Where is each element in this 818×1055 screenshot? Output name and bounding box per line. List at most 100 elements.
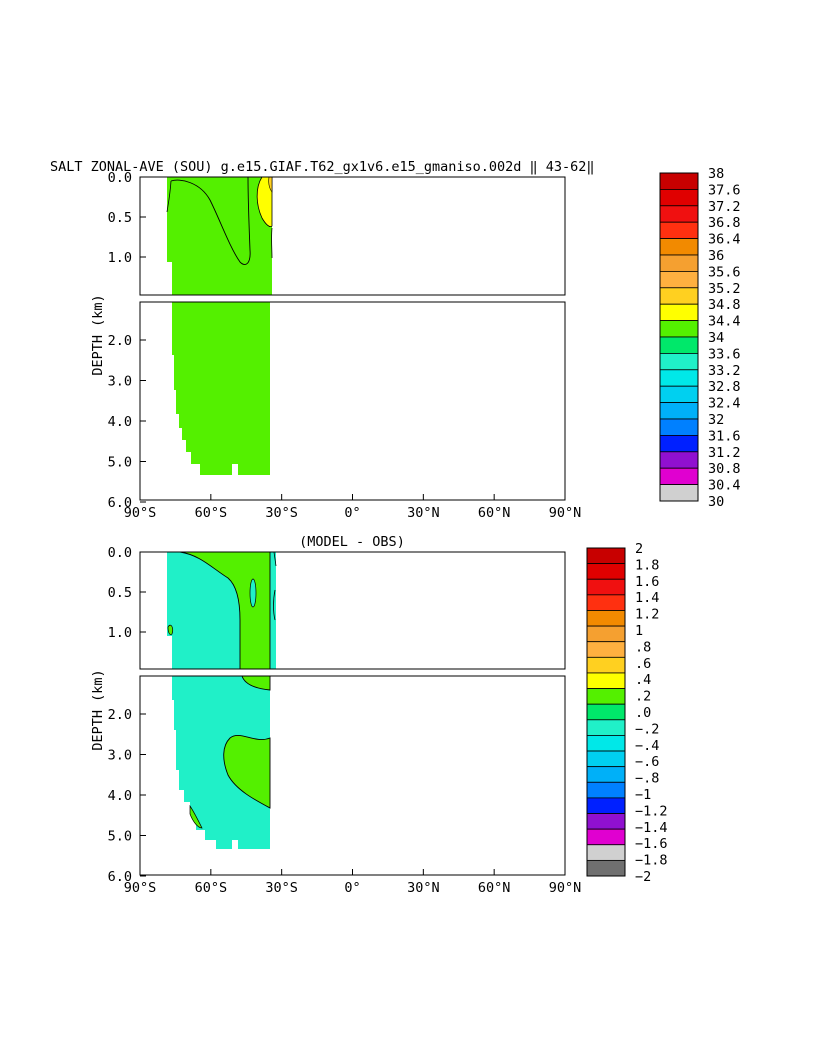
salt-colorbar-swatch [659, 484, 699, 502]
salt-colorbar-label: 34.4 [708, 314, 741, 330]
salt-colorbar-swatch [659, 352, 699, 371]
diff-colorbar-swatch [586, 563, 626, 580]
salt-field-upper [167, 177, 272, 295]
diff-ytick-label: 0.0 [108, 545, 132, 561]
salt-colorbar-swatch [659, 221, 699, 239]
salt-y-ticks: 0.0 0.5 1.0 2.0 3.0 4.0 5.0 6.0 [108, 170, 146, 511]
salt-colorbar-swatch [659, 402, 699, 420]
diff-ytick-label: 2.0 [108, 707, 132, 723]
salt-colorbar-swatch [659, 270, 699, 289]
salt-xtick-label: 30°S [265, 505, 298, 521]
diff-colorbar-label: .2 [635, 689, 651, 705]
diff-colorbar-label: −.2 [635, 721, 659, 737]
salt-colorbar-label: 31.6 [708, 428, 741, 444]
diff-xtick-label: 60°S [195, 880, 228, 896]
salt-ytick-label: 6.0 [108, 495, 132, 511]
diff-contour-top [273, 551, 277, 567]
salt-ytick-label: 0.0 [108, 170, 132, 186]
salt-max-core [268, 176, 273, 193]
salt-colorbar-label: 31.2 [708, 445, 741, 461]
salt-colorbar-swatch [659, 238, 699, 256]
diff-ytick-label: 5.0 [108, 829, 132, 845]
diff-colorbar-swatch [586, 719, 626, 736]
salt-xtick-label: 0° [344, 505, 360, 521]
diff-colorbar-swatch [586, 766, 626, 783]
salt-xtick-label: 30°N [407, 505, 440, 521]
diff-xtick-label: 90°N [549, 880, 582, 896]
diff-positive-mid [223, 735, 271, 809]
diff-colorbar-swatch [586, 656, 626, 674]
salt-contour-edge [166, 180, 172, 213]
salt-colorbar-swatch [659, 172, 699, 190]
salt-colorbar-label: 30.4 [708, 478, 741, 494]
diff-ytick-label: 6.0 [108, 869, 132, 885]
salt-colorbar-label: 37.6 [708, 182, 741, 198]
diff-field [167, 551, 277, 849]
diff-ytick-label: 3.0 [108, 748, 132, 764]
diff-contour-east [273, 589, 276, 621]
salt-colorbar-label: 36 [708, 248, 724, 264]
salt-x-ticks: 90°S 60°S 30°S 0° 30°N 60°N 90°N [124, 494, 582, 521]
diff-colorbar-label: −1.6 [635, 836, 668, 852]
salt-xtick-label: 90°S [124, 505, 157, 521]
salt-colorbar-label: 36.4 [708, 232, 741, 248]
salt-field [166, 176, 273, 475]
diff-colorbar-label: 1 [635, 623, 643, 639]
diff-xtick-label: 90°S [124, 880, 157, 896]
diff-xtick-label: 30°N [407, 880, 440, 896]
salt-colorbar-label: 30 [708, 494, 724, 510]
salt-colorbar-swatch [659, 467, 699, 486]
diff-positive-strip [241, 675, 271, 691]
salt-ytick-label: 5.0 [108, 455, 132, 471]
salt-colorbar-label: 32.4 [708, 396, 741, 412]
diff-colorbar-label: −.4 [635, 738, 659, 754]
diff-colorbar-label: −.8 [635, 771, 659, 787]
salt-xtick-label: 60°S [195, 505, 228, 521]
diff-colorbar-label: −1.2 [635, 803, 668, 819]
salt-colorbar-swatch [659, 385, 699, 404]
diff-blob-south [189, 804, 203, 829]
salt-colorbar-label: 38 [708, 166, 724, 182]
salt-colorbar-swatch [659, 418, 699, 436]
diff-colorbar: 21.81.61.41.21.8.6.4.2.0−.2−.4−.6−.8−1−1… [586, 541, 668, 885]
salt-axes-upper [139, 176, 566, 296]
salt-colorbar-label: 33.6 [708, 346, 741, 362]
diff-colorbar-label: −1.8 [635, 853, 668, 869]
salt-ytick-label: 4.0 [108, 414, 132, 430]
salt-colorbar-swatch [659, 336, 699, 354]
diff-colorbar-label: −1 [635, 787, 651, 803]
salt-colorbar-label: 35.2 [708, 281, 741, 297]
salt-colorbar-label: 36.8 [708, 215, 741, 231]
diff-colorbar-swatch [586, 625, 626, 643]
diff-colorbar-swatch [586, 547, 626, 565]
diff-axes-upper [139, 551, 566, 670]
diff-ytick-label: 0.5 [108, 585, 132, 601]
salt-colorbar-swatch [659, 254, 699, 272]
diff-x-ticks: 90°S 60°S 30°S 0° 30°N 60°N 90°N [124, 869, 582, 896]
diff-colorbar-swatch [586, 641, 626, 658]
salt-colorbar-swatch [659, 369, 699, 387]
diff-ytick-label: 1.0 [108, 625, 132, 641]
diff-positive-upper [179, 551, 271, 670]
diff-ytick-label: 4.0 [108, 788, 132, 804]
diff-colorbar-label: −1.4 [635, 820, 668, 836]
salt-ylabel: DEPTH (km) [90, 294, 106, 375]
salt-colorbar-label: 34 [708, 330, 724, 346]
salt-colorbar-label: 34.8 [708, 297, 741, 313]
salt-colorbar: 3837.637.236.836.43635.635.234.834.43433… [659, 166, 741, 510]
diff-blob-west [167, 624, 173, 635]
salt-colorbar-swatch [659, 320, 699, 338]
diff-colorbar-label: −2 [635, 869, 651, 885]
salt-colorbar-swatch [659, 303, 699, 322]
salt-colorbar-swatch [659, 205, 699, 223]
salt-max-patch [256, 176, 273, 227]
salt-ytick-label: 1.0 [108, 250, 132, 266]
salt-ytick-label: 3.0 [108, 374, 132, 390]
salt-field-lower [172, 302, 270, 475]
diff-colorbar-swatch [586, 672, 626, 689]
diff-colorbar-swatch [586, 703, 626, 721]
diff-colorbar-label: .0 [635, 705, 651, 721]
salt-xtick-label: 90°N [549, 505, 582, 521]
diff-colorbar-swatch [586, 813, 626, 830]
diff-xtick-label: 0° [344, 880, 360, 896]
